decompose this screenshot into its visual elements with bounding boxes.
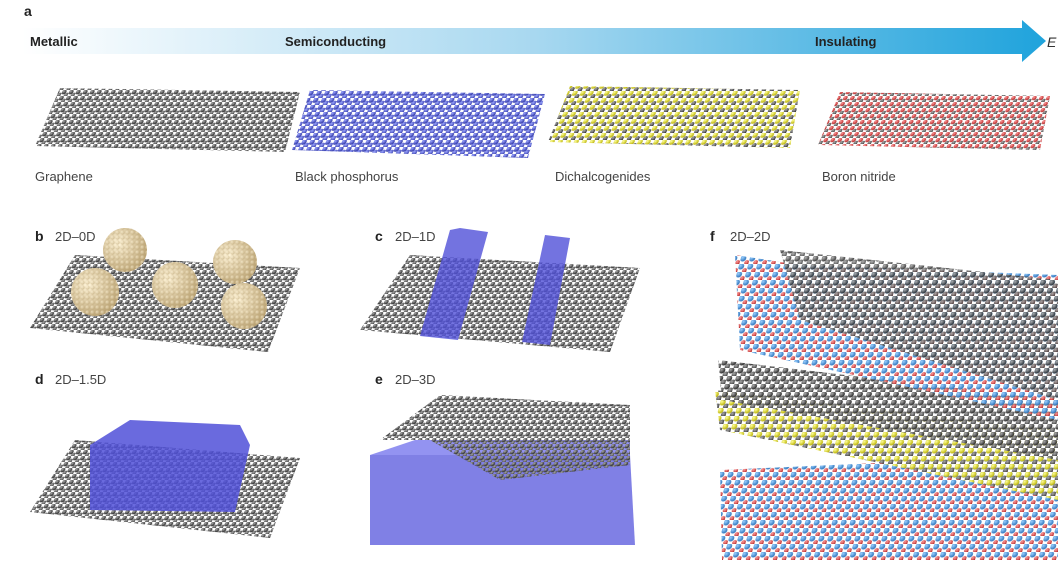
dichalcogenide-sheet [548,86,800,148]
material-label: Graphene [35,169,93,184]
scale-label: Insulating [815,34,876,49]
panel-letter: b [35,228,44,244]
heterostack [715,250,1058,560]
axis-symbol: E [1047,34,1057,50]
panel-label: 2D–1D [395,229,435,244]
nanowire [522,235,570,345]
panel-letter: e [375,371,383,387]
material-label: Dichalcogenides [555,169,651,184]
panel-letter: c [375,228,383,244]
panel-label: 2D–2D [730,229,770,244]
scale-label: Semiconducting [285,34,386,49]
material-label: Boron nitride [822,169,896,184]
nanoparticles [71,228,267,329]
panel-label: 2D–1.5D [55,372,106,387]
material-label: Black phosphorus [295,169,399,184]
panel-letter: d [35,371,44,387]
panel-label: 2D–0D [55,229,95,244]
slab [90,420,250,512]
graphene-sheet [380,395,630,480]
panel-letter: a [24,3,32,19]
graphene-sheet [35,88,300,152]
nanowire [420,228,488,340]
bn-sheet [818,92,1050,150]
panel-label: 2D–3D [395,372,435,387]
energy-arrow [22,20,1046,62]
phosphorus-sheet [292,90,545,158]
graphene-sheet [360,255,640,352]
bulk-block [370,455,635,545]
panel-letter: f [710,228,715,244]
scale-label: Metallic [30,34,78,49]
